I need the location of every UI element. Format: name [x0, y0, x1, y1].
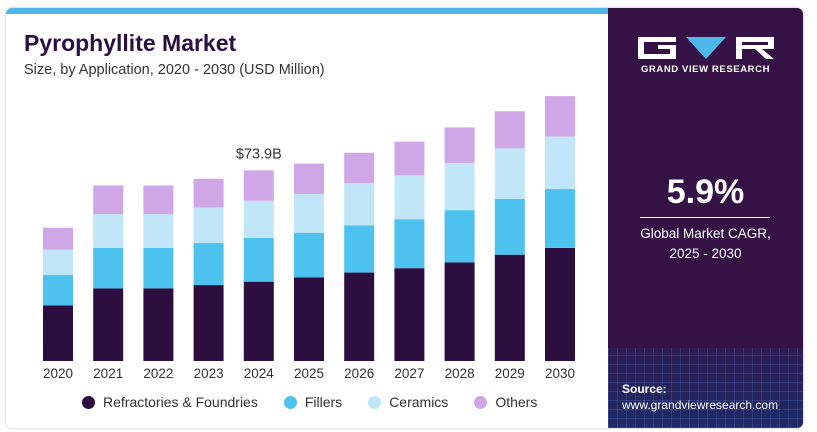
chart-subtitle: Size, by Application, 2020 - 2030 (USD M… [24, 62, 325, 78]
x-tick-label: 2028 [445, 366, 475, 381]
x-tick-label: 2021 [93, 366, 123, 381]
bar-segment-2021-ceramics [93, 214, 124, 248]
bar-segment-2026-others [344, 152, 375, 184]
bar-segment-2030-refractories-foundries [545, 247, 575, 361]
gvr-logo-icon [638, 37, 774, 59]
source-panel [608, 348, 803, 428]
bar-segment-2027-fillers [394, 219, 425, 269]
bar-segment-2022-refractories-foundries [143, 288, 174, 361]
legend-label: Refractories & Foundries [103, 394, 258, 410]
x-tick-label: 2026 [344, 366, 374, 381]
bar-segment-2023-refractories-foundries [193, 285, 224, 361]
bar-segment-2030-others [545, 96, 575, 137]
x-tick-label: 2029 [495, 366, 525, 381]
legend-label: Fillers [304, 394, 343, 410]
stacked-bar-chart: 2020 2021 2022 2023 2024 $73.9B 2025 2026 2027 20… [43, 96, 575, 381]
bar-segment-2022-fillers [143, 247, 174, 289]
source-label: Source: [622, 382, 667, 396]
bar-segment-2024-ceramics [243, 200, 274, 238]
accent-top-bar [6, 8, 608, 14]
legend-swatch [283, 395, 297, 409]
legend-label: Ceramics [389, 394, 449, 410]
bar-segment-2029-ceramics [494, 148, 525, 199]
bar-segment-2025-refractories-foundries [294, 277, 324, 361]
legend-item-fillers: Fillers [283, 394, 343, 410]
bar-segment-2028-fillers [444, 210, 475, 263]
bar-segment-2027-refractories-foundries [394, 268, 425, 361]
source-link[interactable]: www.grandviewresearch.com [622, 398, 779, 412]
bar-segment-2021-fillers [93, 247, 124, 289]
legend-swatch [368, 395, 382, 409]
bar-segment-2029-others [494, 111, 525, 149]
bar-segment-2028-ceramics [444, 162, 475, 211]
legend-item-ceramics: Ceramics [368, 394, 448, 410]
bar-annotation: $73.9B [236, 146, 282, 162]
cagr-label-line-1: Global Market CAGR, [640, 226, 771, 241]
x-tick-label: 2025 [294, 366, 324, 381]
x-tick-label: 2023 [194, 366, 224, 381]
legend-swatch [474, 395, 488, 409]
bar-segment-2020-fillers [43, 274, 73, 306]
bar-segment-2029-fillers [494, 199, 525, 255]
bar-segment-2024-refractories-foundries [243, 281, 274, 361]
x-tick-label: 2024 [244, 366, 275, 381]
bar-segment-2020-refractories-foundries [43, 305, 73, 361]
decorative-grid [608, 348, 803, 428]
bar-segment-2028-refractories-foundries [444, 262, 475, 361]
bar-segment-2022-others [143, 185, 174, 215]
cagr-label: Global Market CAGR, 2025 - 2030 [608, 224, 803, 264]
sidebar-panel: GRAND VIEW RESEARCH 5.9% Global Market C… [608, 8, 803, 428]
bar-segment-2030-ceramics [545, 136, 575, 189]
brand-name: GRAND VIEW RESEARCH [640, 64, 771, 75]
bar-segment-2025-fillers [294, 232, 324, 278]
bar-segment-2026-ceramics [344, 183, 375, 226]
bar-segment-2020-ceramics [43, 249, 73, 275]
x-tick-label: 2030 [545, 366, 575, 381]
x-tick-label: 2022 [143, 366, 173, 381]
x-tick-label: 2027 [394, 366, 424, 381]
cagr-value: 5.9% [666, 173, 745, 211]
bar-segment-2025-others [294, 163, 324, 194]
bar-segment-2029-refractories-foundries [494, 254, 525, 361]
bar-segment-2028-others [444, 127, 475, 163]
chart-title: Pyrophyllite Market [24, 30, 237, 56]
bar-segment-2024-fillers [243, 237, 274, 282]
bar-segment-2027-ceramics [394, 175, 425, 220]
legend-item-others: Others [474, 394, 537, 410]
bar-segment-2023-others [193, 178, 224, 208]
bar-segment-2023-fillers [193, 242, 224, 286]
bar-segment-2021-others [93, 185, 124, 215]
bar-segment-2027-others [394, 141, 425, 176]
bar-segment-2022-ceramics [143, 214, 174, 248]
legend-swatch [82, 395, 95, 409]
bar-segment-2024-others [243, 170, 274, 201]
divider [640, 217, 770, 218]
bar-segment-2025-ceramics [294, 193, 324, 233]
bar-segment-2026-fillers [344, 225, 375, 273]
legend-label: Others [495, 394, 538, 410]
bar-segment-2020-others [43, 227, 73, 250]
bar-segment-2030-fillers [545, 188, 575, 248]
x-tick-label: 2020 [43, 366, 73, 381]
cagr-label-line-2: 2025 - 2030 [669, 246, 742, 261]
legend-item-refractories: Refractories & Foundries [82, 394, 258, 410]
chart-legend: Refractories & Foundries Fillers Ceramic… [82, 394, 537, 410]
bar-segment-2026-refractories-foundries [344, 272, 375, 361]
bar-segment-2021-refractories-foundries [93, 288, 124, 361]
infographic-card: Pyrophyllite Market Size, by Application… [6, 8, 803, 428]
bar-segment-2023-ceramics [193, 207, 224, 243]
